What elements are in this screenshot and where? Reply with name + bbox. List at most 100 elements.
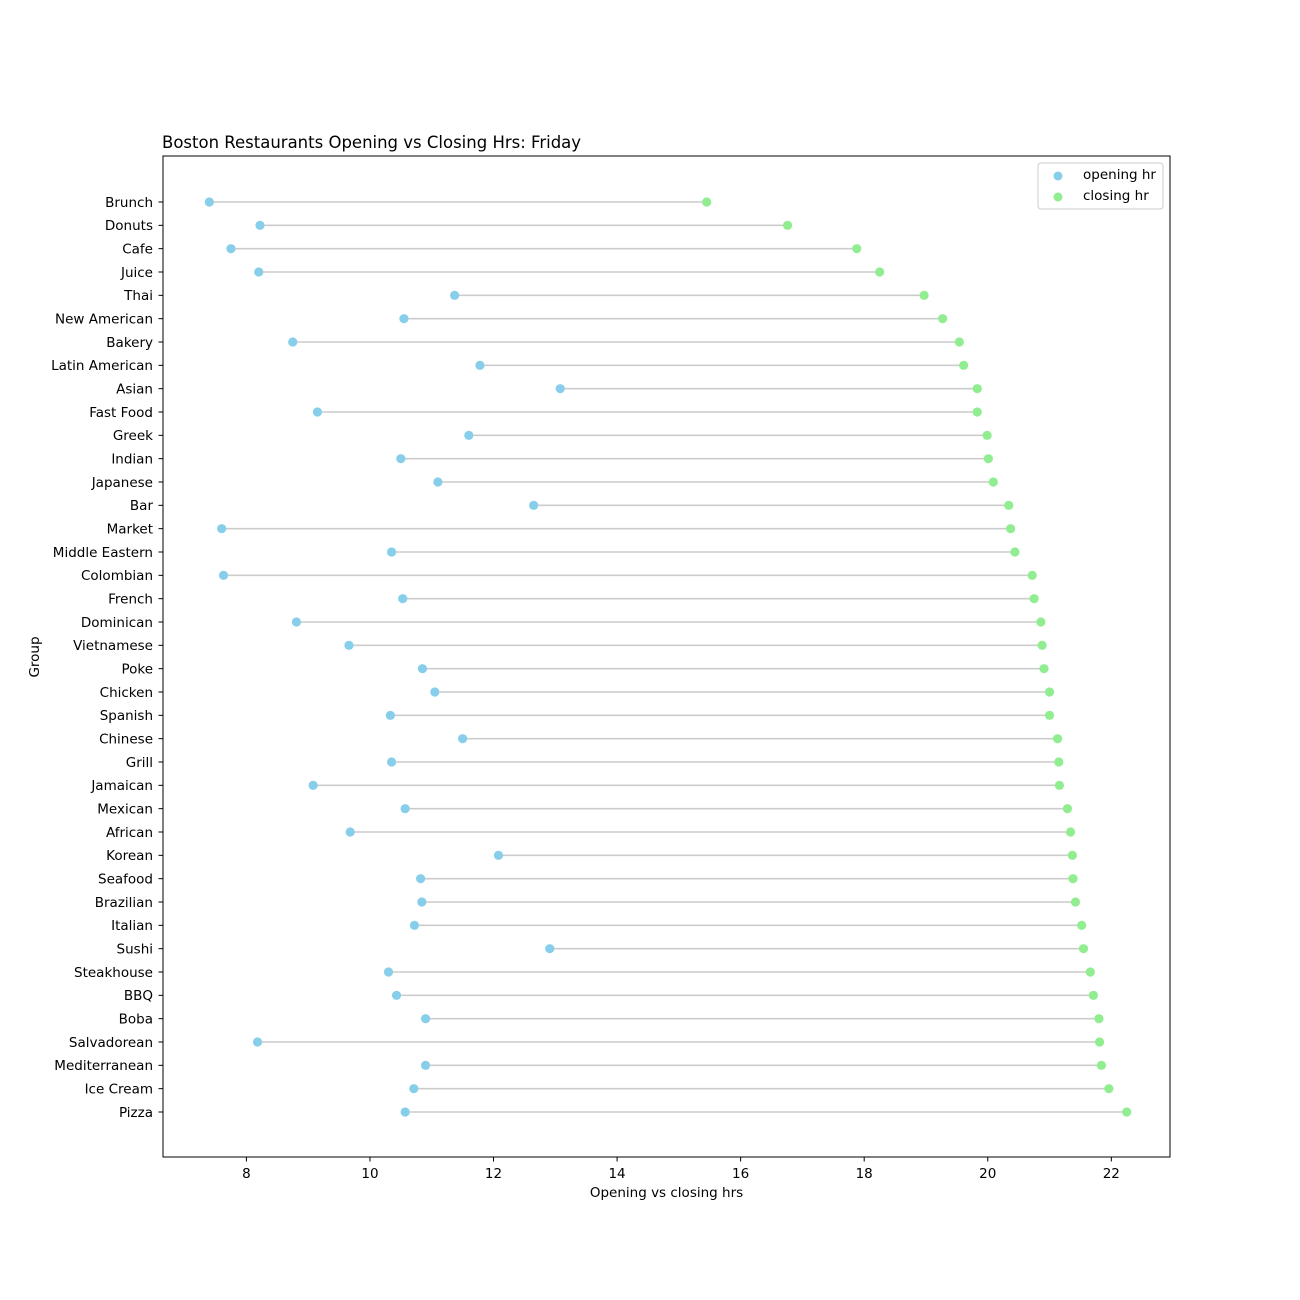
y-tick-label: Mediterranean <box>54 1058 153 1074</box>
opening-point <box>345 827 355 837</box>
closing-point <box>1088 990 1098 1000</box>
closing-point <box>1044 687 1055 697</box>
closing-point <box>959 360 969 370</box>
closing-point <box>1052 734 1063 744</box>
closing-point <box>1104 1084 1114 1094</box>
x-tick-label: 8 <box>242 1166 251 1182</box>
y-axis-label: Group <box>27 636 43 677</box>
x-tick-label: 16 <box>732 1166 749 1182</box>
opening-point <box>217 524 227 534</box>
opening-point <box>475 360 485 370</box>
x-tick-label: 20 <box>979 1166 996 1182</box>
y-tick-label: Thai <box>123 288 153 304</box>
closing-point <box>1006 524 1016 534</box>
closing-point <box>1044 710 1055 720</box>
opening-point <box>458 734 468 744</box>
closing-point <box>919 290 929 300</box>
closing-point <box>875 267 885 277</box>
opening-point <box>288 337 298 347</box>
y-tick-label: Fast Food <box>89 405 153 421</box>
opening-point <box>545 944 555 954</box>
closing-point <box>1065 827 1076 837</box>
closing-point <box>1078 944 1089 954</box>
closing-point <box>1037 640 1047 650</box>
opening-point <box>308 780 318 790</box>
y-tick-label: Vietnamese <box>73 638 153 654</box>
plot-layer <box>204 197 1132 1117</box>
plot-frame <box>162 155 1171 1158</box>
y-tick-label: Cafe <box>122 241 153 257</box>
y-tick-label: Market <box>107 521 153 537</box>
y-tick-label: BBQ <box>124 988 153 1004</box>
closing-point <box>1070 897 1081 907</box>
y-tick-label: Grill <box>126 755 153 771</box>
y-tick-label: Jamaican <box>90 778 153 794</box>
opening-point <box>344 640 354 650</box>
closing-point <box>1054 757 1064 767</box>
opening-point <box>420 1014 431 1024</box>
legend-marker-closing <box>1053 192 1063 202</box>
y-tick-label: Boba <box>119 1011 153 1027</box>
y-tick-label: Pizza <box>119 1105 153 1121</box>
closing-point <box>938 314 948 324</box>
legend-label-opening: opening hr <box>1083 167 1156 183</box>
opening-point <box>400 1107 410 1117</box>
opening-point <box>449 290 460 300</box>
opening-point <box>312 407 323 417</box>
opening-point <box>493 850 504 860</box>
closing-point <box>954 337 964 347</box>
y-tick-label: Italian <box>111 918 153 934</box>
opening-point <box>430 687 440 697</box>
opening-point <box>417 897 427 907</box>
y-tick-label: Colombian <box>81 568 153 584</box>
closing-point <box>1010 547 1020 557</box>
closing-point <box>1096 1060 1107 1070</box>
opening-point <box>385 710 395 720</box>
y-tick-label: Donuts <box>105 218 153 234</box>
closing-point <box>1077 920 1087 930</box>
y-tick-label: New American <box>55 311 153 327</box>
opening-point <box>400 804 410 814</box>
closing-point <box>1068 874 1078 884</box>
closing-point <box>1122 1107 1132 1117</box>
opening-point <box>386 757 397 767</box>
y-tick-label: Mexican <box>97 801 153 817</box>
closing-point <box>1039 664 1049 674</box>
opening-point <box>204 197 214 207</box>
opening-point <box>399 314 409 324</box>
opening-point <box>254 267 264 277</box>
closing-point <box>1036 617 1046 627</box>
closing-point <box>1027 570 1037 580</box>
opening-point <box>396 454 406 464</box>
opening-point <box>409 1084 419 1094</box>
y-tick-label: Spanish <box>100 708 153 724</box>
y-tick-label: Sushi <box>117 941 153 957</box>
closing-point <box>1062 804 1073 814</box>
y-tick-label: Korean <box>106 848 153 864</box>
y-tick-label: African <box>106 825 153 841</box>
opening-point <box>409 920 420 930</box>
y-tick-label: Latin American <box>51 358 153 374</box>
x-axis: 8 10 12 14 16 18 20 22 <box>242 1157 1120 1182</box>
y-tick-label: Ice Cream <box>85 1081 153 1097</box>
closing-point <box>1085 967 1095 977</box>
y-tick-label: Greek <box>113 428 153 444</box>
y-tick-label: Brunch <box>105 195 153 211</box>
y-tick-label: Dominican <box>81 615 153 631</box>
legend-marker-opening <box>1053 171 1063 181</box>
opening-point <box>291 617 302 627</box>
opening-point <box>416 874 426 884</box>
closing-point <box>972 384 982 394</box>
opening-point <box>383 967 394 977</box>
opening-point <box>417 664 428 674</box>
closing-point <box>1067 850 1077 860</box>
closing-point <box>1094 1037 1105 1047</box>
chart-title: Boston Restaurants Opening vs Closing Hr… <box>162 133 581 152</box>
opening-point <box>218 570 229 580</box>
legend: opening hr closing hr <box>1037 162 1164 210</box>
y-tick-label: Juice <box>120 265 153 281</box>
closing-point <box>972 407 982 417</box>
opening-point <box>386 547 397 557</box>
closing-point <box>1094 1014 1104 1024</box>
